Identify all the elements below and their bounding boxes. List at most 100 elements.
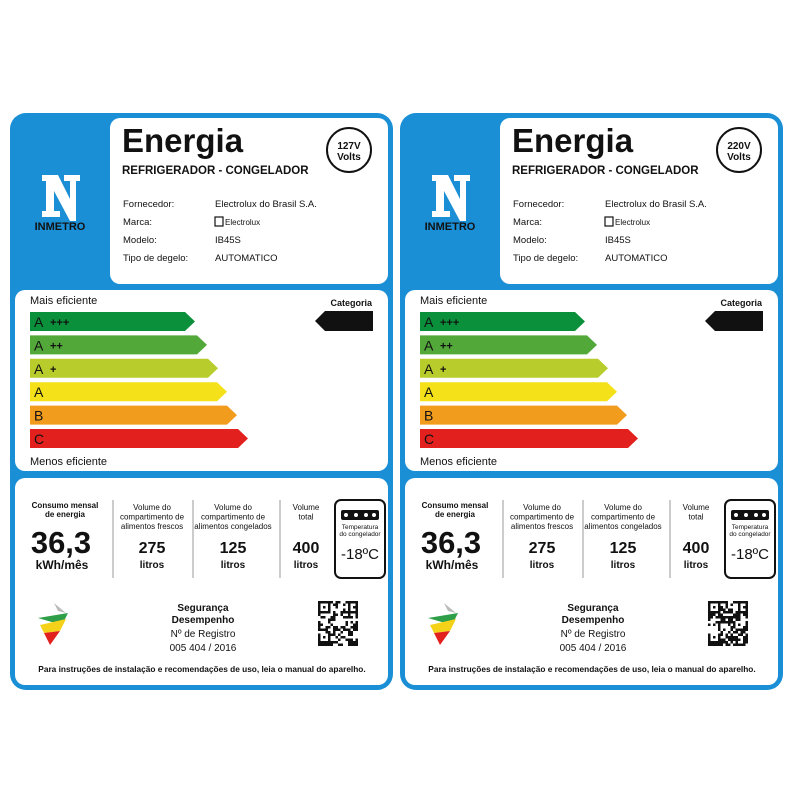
qr-cell [338, 643, 341, 646]
qr-cell [350, 643, 353, 646]
qr-cell [720, 641, 723, 644]
bar-plus: + [50, 364, 56, 376]
volume-value: 400 [293, 540, 320, 557]
efficiency-bar [30, 405, 237, 425]
qr-cell [350, 621, 353, 624]
qr-cell [318, 641, 321, 644]
registry-label: Nº de Registro [561, 629, 626, 640]
qr-cell [343, 603, 346, 606]
bar-plus: +++ [50, 317, 69, 329]
qr-cell [328, 641, 331, 644]
qr-cell [350, 611, 353, 614]
qr-cell [355, 626, 358, 629]
qr-cell [718, 616, 721, 619]
qr-cell [325, 628, 328, 631]
qr-cell [350, 638, 353, 641]
bar-letter: B [424, 408, 433, 424]
qr-cell [745, 623, 748, 626]
qr-cell [345, 638, 348, 641]
qr-cell [735, 613, 738, 616]
qr-cell [350, 626, 353, 629]
qr-cell [318, 611, 321, 614]
qr-cell [348, 613, 351, 616]
qr-cell [743, 643, 746, 646]
qr-cell [710, 613, 713, 616]
qr-cell [740, 631, 743, 634]
field-value: Electrolux [225, 218, 260, 227]
qr-cell [723, 621, 726, 624]
qr-cell [735, 616, 738, 619]
qr-cell [728, 643, 731, 646]
qr-cell [745, 628, 748, 631]
qr-cell [348, 633, 351, 636]
qr-cell [713, 643, 716, 646]
qr-cell [355, 638, 358, 641]
qr-cell [735, 643, 738, 646]
efficiency-bar [30, 335, 207, 355]
qr-cell [715, 616, 718, 619]
qr-cell [745, 611, 748, 614]
qr-cell [330, 641, 333, 644]
qr-cell [738, 643, 741, 646]
qr-cell [738, 601, 741, 604]
qr-cell [708, 608, 711, 611]
qr-cell [708, 603, 711, 606]
qr-cell [355, 628, 358, 631]
seal-red [434, 631, 450, 645]
qr-cell [718, 643, 721, 646]
qr-cell [348, 608, 351, 611]
volume-label: total [688, 513, 703, 522]
bar-plus: +++ [440, 317, 459, 329]
qr-cell [730, 608, 733, 611]
qr-cell [340, 613, 343, 616]
qr-cell [353, 623, 356, 626]
field-value: Electrolux [615, 218, 650, 227]
registry-number: 005 404 / 2016 [170, 643, 237, 654]
qr-cell [320, 611, 323, 614]
qr-cell [723, 628, 726, 631]
freezer-label: Temperatura [342, 524, 379, 531]
qr-cell [318, 606, 321, 609]
qr-cell [723, 641, 726, 644]
qr-cell [355, 641, 358, 644]
category-plus: +++ [734, 316, 753, 328]
field-label: Modelo: [513, 235, 547, 246]
volume-unit: litros [611, 560, 636, 571]
seal-text: Desempenho [172, 615, 235, 626]
qr-cell [730, 636, 733, 639]
qr-cell [318, 608, 321, 611]
freezer-label: do congelador [729, 531, 771, 538]
qr-cell [718, 603, 721, 606]
volume-value: 400 [683, 540, 710, 557]
qr-cell [335, 606, 338, 609]
qr-cell [335, 613, 338, 616]
qr-cell [355, 643, 358, 646]
qr-cell [718, 623, 721, 626]
qr-cell [335, 626, 338, 629]
subtitle: REFRIGERADOR - CONGELADOR [512, 165, 699, 177]
consumption-label: Consumo mensal [32, 501, 99, 510]
data-panel [15, 478, 388, 685]
seal-grey [444, 603, 456, 613]
qr-cell [713, 611, 716, 614]
qr-cell [338, 601, 341, 604]
qr-cell [350, 616, 353, 619]
qr-cell [708, 638, 711, 641]
qr-cell [730, 611, 733, 614]
qr-cell [350, 601, 353, 604]
freezer-value: -18ºC [341, 546, 379, 563]
qr-cell [720, 621, 723, 624]
qr-cell [333, 616, 336, 619]
class-panel [405, 290, 778, 471]
registry-number: 005 404 / 2016 [560, 643, 627, 654]
qr-cell [328, 636, 331, 639]
qr-cell [708, 616, 711, 619]
subtitle: REFRIGERADOR - CONGELADOR [122, 165, 309, 177]
qr-cell [348, 628, 351, 631]
efficiency-bar [30, 358, 218, 378]
qr-cell [725, 601, 728, 604]
qr-cell [318, 643, 321, 646]
qr-cell [728, 611, 731, 614]
qr-cell [323, 643, 326, 646]
qr-cell [330, 633, 333, 636]
